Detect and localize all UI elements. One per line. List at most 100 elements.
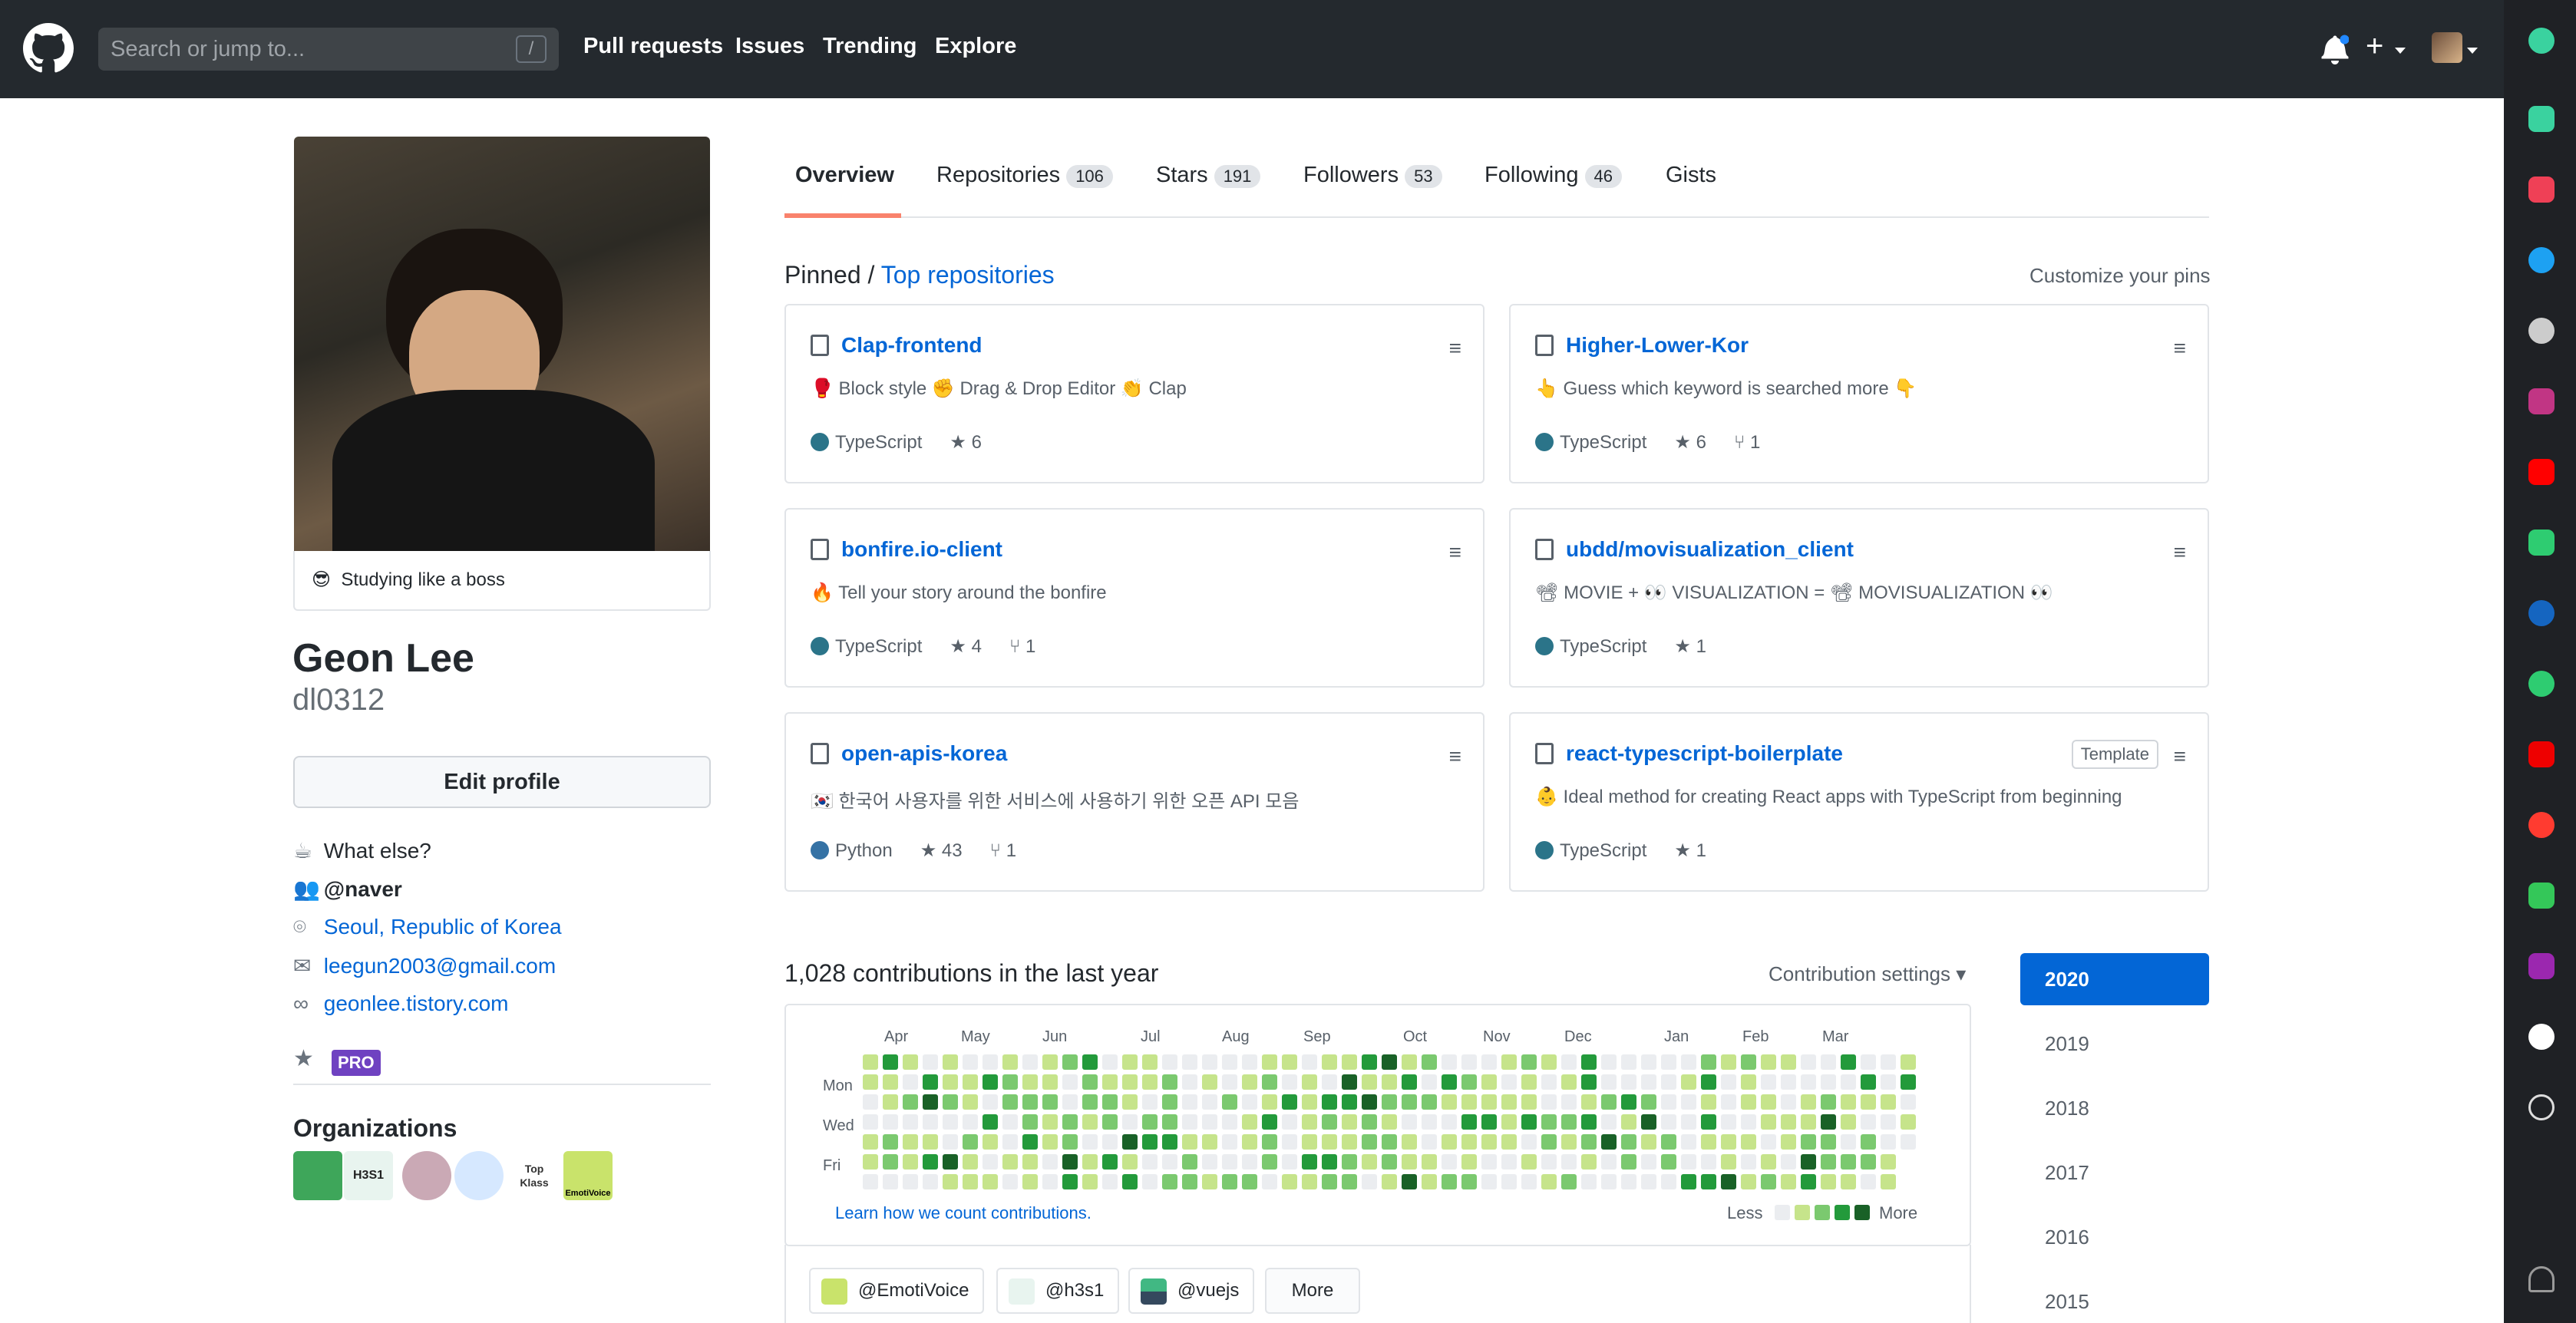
app-icon-14[interactable] [2528,953,2555,979]
stars-link[interactable]: ★ 4 [949,636,982,657]
contribution-day-cell[interactable] [1362,1054,1377,1070]
contribution-day-cell[interactable] [1402,1154,1417,1170]
contribution-day-cell[interactable] [1501,1114,1517,1130]
contribution-day-cell[interactable] [1861,1174,1876,1189]
contribution-day-cell[interactable] [1302,1134,1317,1150]
contribution-day-cell[interactable] [1442,1174,1457,1189]
contribution-day-cell[interactable] [1422,1174,1437,1189]
contribution-day-cell[interactable] [943,1114,958,1130]
year-2015[interactable]: 2015 [2045,1290,2089,1313]
contribution-day-cell[interactable] [943,1074,958,1090]
contribution-day-cell[interactable] [1801,1094,1816,1110]
tab-repositories[interactable]: Repositories 106 [936,163,1113,188]
repo-name-link[interactable]: Higher-Lower-Kor [1566,333,1749,357]
repo-name-link[interactable]: ubdd/movisualization_client [1566,537,1854,561]
contribution-day-cell[interactable] [1282,1134,1297,1150]
contribution-day-cell[interactable] [1382,1054,1397,1070]
stars-link[interactable]: ★ 6 [1674,432,1706,453]
company-text[interactable]: @naver [323,877,402,901]
contribution-day-cell[interactable] [1022,1054,1038,1070]
contribution-day-cell[interactable] [1362,1134,1377,1150]
contribution-day-cell[interactable] [1202,1174,1217,1189]
contribution-day-cell[interactable] [1901,1134,1916,1150]
contribution-day-cell[interactable] [1701,1134,1716,1150]
contribution-day-cell[interactable] [1721,1134,1736,1150]
contribution-day-cell[interactable] [1481,1094,1497,1110]
contribution-day-cell[interactable] [1681,1174,1696,1189]
contribution-day-cell[interactable] [1781,1054,1796,1070]
contribution-day-cell[interactable] [1541,1054,1557,1070]
contribution-day-cell[interactable] [1282,1174,1297,1189]
learn-contributions-link[interactable]: Learn how we count contributions. [835,1203,1091,1222]
contribution-day-cell[interactable] [963,1094,978,1110]
contribution-day-cell[interactable] [1382,1114,1397,1130]
contribution-day-cell[interactable] [1501,1174,1517,1189]
contribution-day-cell[interactable] [1841,1134,1856,1150]
contribution-day-cell[interactable] [1362,1174,1377,1189]
contribution-day-cell[interactable] [1801,1174,1816,1189]
contribution-day-cell[interactable] [903,1094,918,1110]
contribution-day-cell[interactable] [1881,1114,1896,1130]
contribution-day-cell[interactable] [1521,1114,1537,1130]
contribution-day-cell[interactable] [1581,1094,1597,1110]
contribution-day-cell[interactable] [1182,1174,1197,1189]
contribution-day-cell[interactable] [1581,1134,1597,1150]
contribution-day-cell[interactable] [1881,1054,1896,1070]
contribution-day-cell[interactable] [963,1074,978,1090]
contribution-day-cell[interactable] [1242,1074,1257,1090]
contribution-day-cell[interactable] [1861,1074,1876,1090]
contribution-day-cell[interactable] [1362,1074,1377,1090]
contribution-day-cell[interactable] [883,1074,898,1090]
nav-issues[interactable]: Issues [735,34,805,58]
contribution-day-cell[interactable] [1022,1074,1038,1090]
contribution-day-cell[interactable] [1501,1054,1517,1070]
contribution-day-cell[interactable] [903,1074,918,1090]
contribution-day-cell[interactable] [1741,1174,1756,1189]
contribution-day-cell[interactable] [1102,1054,1118,1070]
contribution-day-cell[interactable] [943,1174,958,1189]
contribution-day-cell[interactable] [903,1174,918,1189]
contribution-day-cell[interactable] [1442,1074,1457,1090]
forks-link[interactable]: ⑂ 1 [1734,432,1760,453]
contribution-day-cell[interactable] [1561,1094,1577,1110]
contribution-day-cell[interactable] [1741,1114,1756,1130]
contribution-day-cell[interactable] [1382,1134,1397,1150]
drag-handle-icon[interactable]: ≡ [1448,336,1461,360]
contribution-day-cell[interactable] [1042,1134,1058,1150]
contribution-day-cell[interactable] [1701,1154,1716,1170]
contribution-day-cell[interactable] [1262,1114,1277,1130]
contribution-day-cell[interactable] [923,1094,938,1110]
contribution-day-cell[interactable] [1841,1154,1856,1170]
contribution-day-cell[interactable] [1422,1154,1437,1170]
contribution-day-cell[interactable] [1402,1094,1417,1110]
contribution-day-cell[interactable] [1621,1074,1636,1090]
contribution-day-cell[interactable] [1821,1094,1836,1110]
contribution-day-cell[interactable] [1262,1094,1277,1110]
contribution-day-cell[interactable] [1322,1054,1337,1070]
contribution-day-cell[interactable] [983,1054,998,1070]
instagram-icon[interactable] [2528,388,2555,414]
app-icon-10[interactable] [2528,671,2555,697]
year-2017[interactable]: 2017 [2045,1161,2089,1184]
contribution-day-cell[interactable] [1601,1054,1617,1070]
contribution-day-cell[interactable] [1262,1054,1277,1070]
contribution-day-cell[interactable] [1362,1094,1377,1110]
contribution-day-cell[interactable] [1242,1054,1257,1070]
contribution-day-cell[interactable] [1821,1114,1836,1130]
app-icon-9[interactable] [2528,600,2555,626]
contribution-day-cell[interactable] [1581,1054,1597,1070]
contribution-day-cell[interactable] [1521,1154,1537,1170]
contribution-day-cell[interactable] [1142,1114,1158,1130]
contribution-day-cell[interactable] [1801,1074,1816,1090]
youtube-icon[interactable] [2528,459,2555,485]
search-input[interactable]: Search or jump to... [98,28,559,71]
contribution-day-cell[interactable] [1142,1054,1158,1070]
contribution-day-cell[interactable] [1422,1054,1437,1070]
avatar-caret-icon[interactable] [2467,48,2478,54]
contribution-day-cell[interactable] [1761,1154,1776,1170]
contribution-day-cell[interactable] [903,1154,918,1170]
year-2016[interactable]: 2016 [2045,1226,2089,1249]
contribution-day-cell[interactable] [1501,1134,1517,1150]
contribution-day-cell[interactable] [1222,1114,1237,1130]
contribution-day-cell[interactable] [1442,1114,1457,1130]
